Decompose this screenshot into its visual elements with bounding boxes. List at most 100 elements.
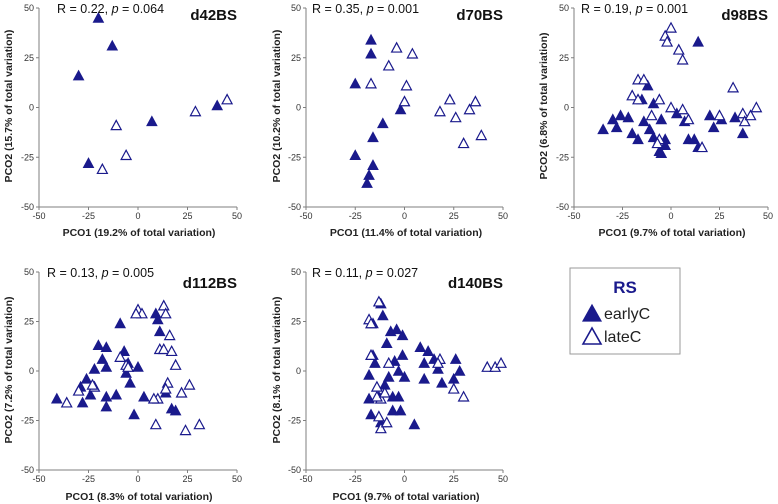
y-tick-label: 50: [24, 3, 34, 13]
point-earlyc: [124, 376, 136, 388]
legend-marker-latec: [581, 326, 603, 345]
point-latec: [469, 95, 482, 107]
plot-axes: [36, 7, 238, 210]
point-earlyc: [76, 396, 89, 408]
x-tick-label: -50: [32, 211, 45, 221]
stat-text: R = 0.19, p = 0.001: [581, 2, 688, 16]
point-earlyc: [610, 121, 623, 133]
point-earlyc: [396, 349, 409, 360]
point-latec: [159, 382, 172, 394]
x-tick-label: 50: [763, 211, 773, 221]
point-earlyc: [367, 159, 379, 170]
point-earlyc: [626, 127, 639, 139]
point-earlyc: [606, 113, 619, 125]
y-tick-label: 25: [291, 53, 301, 63]
point-latec: [390, 41, 403, 53]
point-earlyc: [365, 47, 377, 59]
y-tick-label: 0: [29, 103, 34, 113]
point-earlyc: [100, 400, 113, 412]
point-latec: [163, 329, 176, 341]
point-earlyc: [643, 123, 656, 135]
point-earlyc: [386, 404, 399, 416]
point-earlyc: [392, 364, 405, 376]
x-tick-label: -25: [349, 211, 362, 221]
point-latec: [736, 107, 749, 119]
y-tick-label: 50: [24, 267, 34, 277]
point-earlyc: [376, 309, 389, 321]
x-axis-label: PCO1 (9.7% of total variation): [598, 227, 745, 239]
y-tick-label: 25: [24, 317, 34, 327]
point-earlyc: [138, 390, 150, 402]
point-latec: [122, 360, 135, 372]
x-axis-label: PCO1 (9.7% of total variation): [332, 491, 479, 503]
point-latec: [380, 416, 393, 428]
point-earlyc: [736, 127, 749, 139]
tick-labels: -50 -25 0 25 50 -50 -25 0 25 50: [556, 3, 773, 221]
data-points: [349, 33, 488, 188]
point-latec: [398, 95, 411, 107]
point-latec: [86, 378, 99, 390]
point-earlyc: [349, 149, 362, 161]
y-tick-label: 0: [29, 366, 34, 376]
point-latec: [676, 53, 689, 65]
point-latec: [645, 109, 658, 121]
point-earlyc: [384, 325, 397, 337]
point-latec: [175, 386, 188, 398]
point-latec: [157, 342, 170, 355]
point-earlyc: [128, 408, 140, 420]
y-axis-label: PCO2 (10.2% of total variation): [271, 30, 283, 183]
point-earlyc: [394, 103, 407, 115]
point-earlyc: [707, 121, 720, 133]
point-earlyc: [363, 368, 375, 380]
point-latec: [60, 396, 73, 408]
point-latec: [651, 137, 664, 149]
plot-panel-d70bs: -50 -25 0 25 50 -50 -25 0 25 50 R = 0.35, p = 0.0…: [271, 2, 508, 239]
point-earlyc: [622, 111, 635, 123]
point-earlyc: [703, 109, 716, 121]
point-earlyc: [120, 366, 132, 378]
y-tick-label: -25: [556, 152, 569, 162]
x-tick-label: 25: [182, 474, 192, 484]
point-earlyc: [398, 370, 411, 382]
point-earlyc: [638, 115, 650, 127]
point-latec: [457, 137, 470, 149]
legend-label-latec: lateC: [604, 329, 641, 346]
point-earlyc: [655, 113, 668, 125]
point-earlyc: [388, 355, 401, 366]
stat-text: R = 0.22, p = 0.064: [57, 2, 164, 16]
plot-axes: [303, 271, 504, 473]
point-latec: [475, 129, 488, 141]
point-earlyc: [449, 353, 462, 364]
panel-title: d42BS: [190, 7, 237, 24]
point-earlyc: [414, 341, 427, 352]
point-latec: [147, 392, 160, 404]
point-earlyc: [114, 317, 127, 329]
x-tick-label: -25: [82, 474, 95, 484]
x-axis-label: PCO1 (19.2% of total variation): [63, 227, 216, 239]
point-latec: [447, 382, 460, 394]
point-earlyc: [100, 341, 113, 352]
point-earlyc: [211, 99, 224, 111]
point-latec: [193, 418, 206, 430]
data-points: [363, 295, 508, 434]
point-earlyc: [422, 345, 434, 356]
stat-text: R = 0.11, p = 0.027: [312, 266, 418, 280]
point-latec: [374, 422, 387, 434]
point-latec: [406, 47, 419, 59]
point-latec: [114, 350, 127, 362]
panel-title: d98BS: [721, 7, 768, 24]
y-axis-label: PCO2 (8.1% of total variation): [271, 296, 283, 443]
x-tick-label: -25: [349, 474, 362, 484]
y-tick-label: 0: [296, 103, 301, 113]
y-tick-label: -25: [288, 416, 301, 426]
y-tick-label: 25: [559, 53, 569, 63]
point-earlyc: [394, 404, 407, 416]
legend: RS earlyC lateC: [569, 267, 681, 355]
plot-axes: [36, 271, 238, 473]
point-earlyc: [597, 123, 609, 135]
point-earlyc: [365, 33, 377, 45]
point-latec: [433, 105, 446, 117]
stat-text: R = 0.35, p = 0.001: [312, 2, 419, 16]
point-earlyc: [80, 372, 93, 384]
